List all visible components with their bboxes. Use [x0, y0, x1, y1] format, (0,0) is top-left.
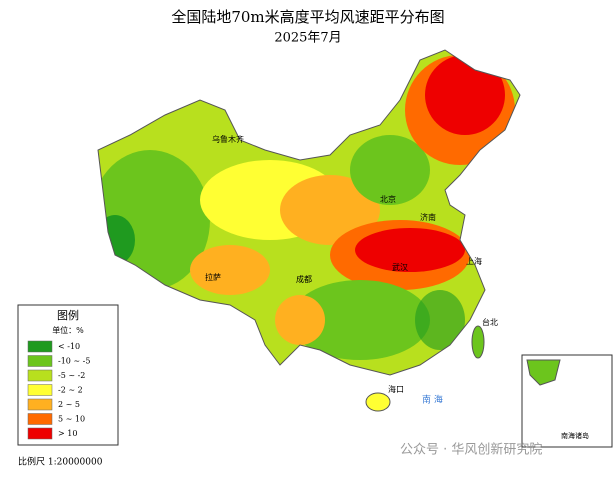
anomaly-field	[98, 50, 520, 375]
legend-unit: 单位：%	[52, 325, 84, 335]
china-border	[97, 49, 521, 376]
legend-label: > 10	[58, 429, 77, 438]
taiwan	[471, 325, 485, 359]
legend-label: -5 ~ -2	[58, 371, 85, 380]
city-labels: 乌鲁木齐 拉萨 成都 北京 济南 上海 武汉 台北 海口	[205, 134, 498, 394]
legend-swatch	[27, 355, 53, 367]
city: 海口	[388, 384, 404, 394]
legend-swatch	[27, 369, 53, 382]
city: 上海	[466, 256, 482, 266]
city: 济南	[420, 212, 436, 222]
title: 全国陆地70m米高度平均风速距平分布图	[171, 8, 444, 26]
legend-swatch	[27, 340, 53, 353]
subtitle: 2025年7月	[274, 31, 341, 46]
inset-land	[526, 359, 561, 386]
city: 拉萨	[205, 272, 221, 282]
legend-swatch	[27, 398, 53, 411]
legend-label: 2 ~ 5	[58, 400, 80, 409]
legend-label: -10 ~ -5	[58, 357, 90, 366]
legend-swatch	[27, 427, 53, 440]
watermark: 公众号 · 华风创新研究院	[400, 442, 542, 458]
city: 成都	[296, 274, 312, 284]
legend-swatch	[27, 384, 53, 396]
scale-label: 比例尺 1:20000000	[18, 456, 103, 468]
legend-title: 图例	[57, 308, 79, 322]
city: 武汉	[392, 262, 408, 272]
legend-label: 5 ~ 10	[58, 415, 85, 424]
hainan	[365, 392, 391, 412]
legend-label: -2 ~ 2	[58, 386, 83, 395]
legend-label: < -10	[58, 342, 80, 351]
legend: < -10 -10 ~ -5 -5 ~ -2 -2 ~ 2 2 ~ 5 5 ~ 10 > 1…	[27, 340, 90, 440]
city: 北京	[380, 194, 396, 204]
sea-label: 南 海	[422, 394, 443, 406]
city: 乌鲁木齐	[212, 134, 244, 144]
legend-swatch	[27, 413, 53, 425]
city: 台北	[482, 317, 498, 327]
inset-label: 南海诸岛	[561, 431, 589, 440]
